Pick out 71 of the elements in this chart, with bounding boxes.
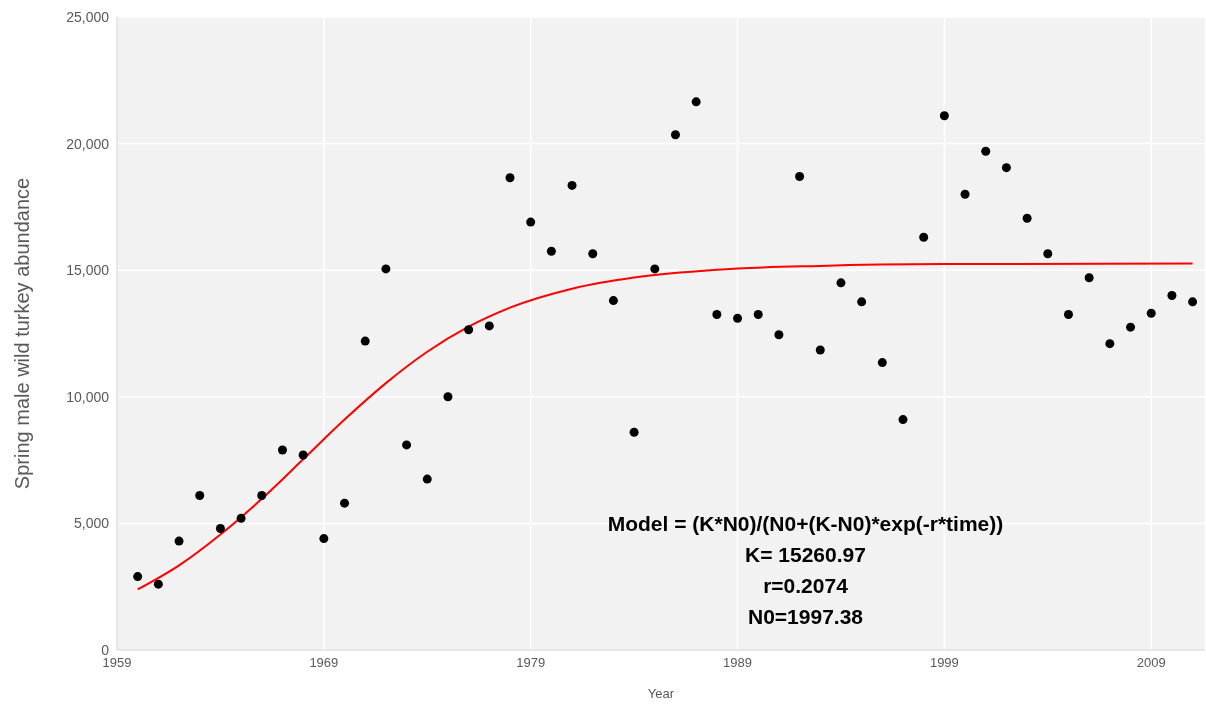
point bbox=[919, 232, 929, 242]
annotation: Model = (K*N0)/(N0+(K-N0)*exp(-r*time)) bbox=[606, 511, 1005, 537]
point bbox=[691, 97, 701, 107]
x-tick-label: 2009 bbox=[1136, 655, 1166, 671]
point bbox=[1188, 297, 1198, 307]
point bbox=[1063, 310, 1073, 320]
point bbox=[1126, 322, 1136, 332]
point bbox=[960, 189, 970, 199]
x-tick-label: 1989 bbox=[723, 655, 752, 671]
point bbox=[608, 296, 618, 306]
point bbox=[546, 246, 556, 256]
point bbox=[257, 491, 267, 501]
point bbox=[236, 513, 246, 523]
annotation: K= 15260.97 bbox=[744, 542, 867, 568]
point bbox=[215, 523, 225, 533]
line-series bbox=[136, 262, 1194, 591]
x-tick-label: 1959 bbox=[102, 655, 132, 671]
point bbox=[422, 474, 432, 484]
x-tick-label: 1979 bbox=[516, 655, 546, 671]
point bbox=[857, 297, 867, 307]
point bbox=[774, 330, 784, 340]
point bbox=[1043, 249, 1053, 259]
point bbox=[1001, 163, 1011, 173]
point bbox=[402, 440, 412, 450]
y-tick-label: 0 bbox=[101, 641, 110, 658]
point bbox=[153, 579, 163, 589]
point bbox=[898, 415, 908, 425]
point bbox=[1146, 308, 1156, 318]
point bbox=[340, 498, 350, 508]
point bbox=[753, 310, 763, 320]
x-tick-label: 1969 bbox=[309, 655, 339, 671]
y-tick-label: 15,000 bbox=[66, 262, 110, 279]
point bbox=[381, 264, 391, 274]
y-axis-title: Spring male wild turkey abundance bbox=[11, 177, 34, 490]
x-tick-label: 1999 bbox=[929, 655, 959, 671]
point bbox=[836, 278, 846, 288]
point bbox=[670, 130, 680, 140]
point bbox=[277, 445, 287, 455]
y-tick-label: 5,000 bbox=[73, 515, 110, 532]
point bbox=[298, 450, 308, 460]
point bbox=[133, 572, 143, 582]
point bbox=[733, 313, 743, 323]
x-axis-title: Year bbox=[647, 686, 675, 701]
point bbox=[650, 264, 660, 274]
point bbox=[1167, 291, 1177, 301]
point bbox=[526, 217, 536, 227]
point bbox=[588, 249, 598, 259]
point bbox=[815, 345, 825, 355]
point bbox=[443, 392, 453, 402]
point bbox=[464, 325, 474, 335]
y-tick-label: 10,000 bbox=[66, 388, 110, 405]
point bbox=[505, 173, 515, 183]
point bbox=[712, 310, 722, 320]
point bbox=[360, 336, 370, 346]
point bbox=[629, 427, 639, 437]
point bbox=[1105, 339, 1115, 349]
point bbox=[939, 111, 949, 121]
point bbox=[1084, 273, 1094, 283]
y-tick-label: 25,000 bbox=[66, 8, 110, 25]
y-tick-label: 20,000 bbox=[66, 135, 110, 152]
point bbox=[567, 180, 577, 190]
point bbox=[174, 536, 184, 546]
annotation: r=0.2074 bbox=[762, 573, 849, 599]
annotation: N0=1997.38 bbox=[747, 604, 864, 630]
point bbox=[795, 172, 805, 182]
point bbox=[877, 358, 887, 368]
point bbox=[1022, 213, 1032, 223]
point bbox=[484, 321, 494, 331]
point bbox=[195, 491, 205, 501]
point bbox=[981, 146, 991, 156]
point bbox=[319, 534, 329, 544]
